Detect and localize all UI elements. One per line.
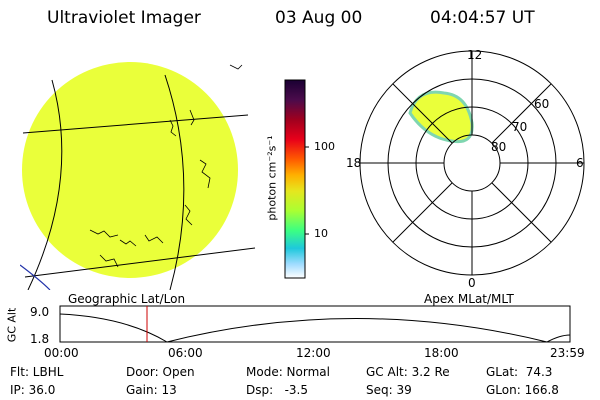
colorbar-unit-label: photon cm⁻²s⁻¹ bbox=[265, 135, 279, 221]
earth-disk bbox=[22, 62, 238, 278]
info-mode: Mode: Normal bbox=[246, 365, 330, 379]
geographic-caption: Geographic Lat/Lon bbox=[68, 292, 186, 306]
altitude-plot-frame bbox=[59, 305, 571, 343]
colorbar-tick-100: 100 bbox=[314, 140, 335, 153]
mlat-label-60: 60 bbox=[534, 97, 550, 111]
xtick-0600: 06:00 bbox=[168, 346, 203, 360]
altitude-curve bbox=[59, 313, 571, 343]
mlat-label-70: 70 bbox=[512, 120, 528, 134]
polar-plot bbox=[359, 50, 585, 276]
xtick-1200: 12:00 bbox=[296, 346, 331, 360]
geographic-image bbox=[20, 62, 256, 290]
altitude-plot bbox=[59, 305, 571, 343]
xtick-0000: 00:00 bbox=[44, 346, 79, 360]
info-door: Door: Open bbox=[126, 365, 195, 379]
info-seq: Seq: 39 bbox=[366, 383, 412, 397]
altitude-ytick-bottom: 1.8 bbox=[30, 332, 50, 346]
mlt-label-6: 6 bbox=[576, 156, 584, 170]
instrument-title: Ultraviolet Imager bbox=[47, 8, 201, 28]
altitude-ylabel: GC Alt bbox=[5, 307, 19, 343]
observation-time: 04:04:57 UT bbox=[430, 8, 535, 28]
xtick-1800: 18:00 bbox=[424, 346, 459, 360]
info-gain: Gain: 13 bbox=[126, 383, 177, 397]
mlt-label-0: 0 bbox=[468, 276, 476, 290]
observation-date: 03 Aug 00 bbox=[275, 8, 363, 28]
info-glon: GLon: 166.8 bbox=[486, 383, 559, 397]
colorbar-tick-10: 10 bbox=[314, 227, 328, 240]
lat-lon-grid bbox=[22, 74, 256, 290]
coastlines bbox=[89, 64, 243, 268]
info-glat: GLat: 74.3 bbox=[486, 365, 553, 379]
apex-caption: Apex MLat/MLT bbox=[424, 292, 514, 306]
mlt-label-18: 18 bbox=[346, 156, 362, 170]
info-dsp: Dsp: -3.5 bbox=[246, 383, 309, 397]
info-filter: Flt: LBHL bbox=[10, 365, 64, 379]
xtick-2359: 23:59 bbox=[550, 346, 585, 360]
info-ip: IP: 36.0 bbox=[10, 383, 56, 397]
mlat-label-80: 80 bbox=[491, 140, 507, 154]
colorbar bbox=[284, 79, 309, 279]
info-gc-alt: GC Alt: 3.2 Re bbox=[366, 365, 450, 379]
mlt-label-12: 12 bbox=[467, 48, 483, 62]
altitude-ytick-top: 9.0 bbox=[30, 305, 50, 319]
colorbar-gradient bbox=[284, 79, 306, 279]
